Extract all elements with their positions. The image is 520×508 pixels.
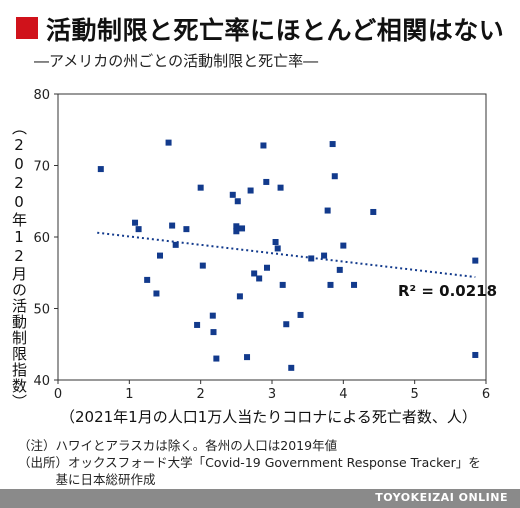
x-tick-label: 2 [197,387,205,400]
data-point [197,184,204,191]
data-point [229,191,236,198]
data-point [277,184,284,191]
data-point [288,364,295,371]
data-point [324,207,331,214]
data-point [370,208,377,215]
scatter-chart: 0 1 2 3 4 5 6 40 50 60 70 80 R² = 0.0218 [33,88,497,400]
data-point [272,239,279,246]
r-squared-label: R² = 0.0218 [398,282,497,300]
data-point [260,142,267,149]
data-point [244,354,251,361]
data-point [256,275,263,282]
data-point [172,241,179,248]
data-point [297,311,304,318]
data-point [157,252,164,259]
data-point [351,281,358,288]
x-tick-label: 1 [125,387,133,400]
x-tick-label: 4 [339,387,347,400]
y-axis-label: （2020年12月の活動制限指数） [10,120,28,410]
y-tick-label: 40 [33,374,50,389]
x-tick-label: 3 [268,387,276,400]
y-tick-label: 50 [33,303,50,318]
data-point [234,198,241,205]
data-point [331,173,338,180]
title-marker [16,17,38,39]
data-point [340,242,347,249]
data-point [321,252,328,259]
x-tick-label: 5 [411,387,419,400]
data-point [336,266,343,273]
data-point [329,141,336,148]
data-point [144,276,151,283]
note-line: （注）ハワイとアラスカは除く。各州の人口は2019年値 [18,438,338,453]
y-tick-label: 80 [33,88,50,103]
trend-line [97,231,476,279]
data-point [251,270,258,277]
y-tick-label: 70 [33,160,50,175]
data-point [236,293,243,300]
data-point [132,219,139,226]
data-point [239,225,246,232]
chart-title: 活動制限と死亡率にほとんど相関はない [46,16,505,45]
data-point [472,351,479,358]
data-point [210,329,217,336]
data-point [135,226,142,233]
source-line-continued: 基に日本総研作成 [18,472,156,487]
data-point [213,355,220,362]
x-tick-label: 6 [482,387,490,400]
y-tick-label: 60 [33,231,50,246]
data-point [327,281,334,288]
x-tick-label: 0 [54,387,62,400]
data-point [264,264,271,271]
data-point [279,281,286,288]
data-point [97,166,104,173]
data-point [283,321,290,328]
publisher-credit: TOYOKEIZAI ONLINE [375,491,508,504]
data-point [233,228,240,235]
data-point [183,226,190,233]
data-point [472,257,479,264]
data-point [169,222,176,229]
data-point [263,178,270,185]
x-axis-label: （2021年1月の人口1万人当たりコロナによる死亡者数、人） [60,408,477,426]
data-point [233,223,240,230]
chart-subtitle: ―アメリカの州ごとの活動制限と死亡率― [34,52,319,70]
data-point [199,262,206,269]
data-point [274,245,281,252]
data-point [165,139,172,146]
data-point [153,290,160,297]
data-point [247,187,254,194]
data-point [194,321,201,328]
footer-bar: TOYOKEIZAI ONLINE [0,489,520,508]
source-line: （出所）オックスフォード大学「Covid-19 Government Respo… [18,455,481,470]
data-point [308,255,315,262]
plot-frame [57,93,487,381]
data-point [209,312,216,319]
